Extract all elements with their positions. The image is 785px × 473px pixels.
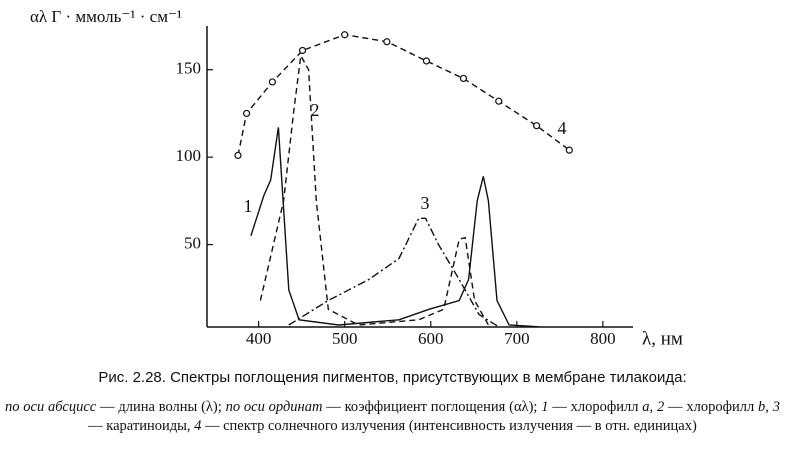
x-tick-label: 400 xyxy=(246,329,272,348)
caption-part: по оси ординат xyxy=(225,399,323,415)
caption-part: 3 xyxy=(772,399,780,415)
marker xyxy=(495,97,503,105)
caption-part: 1 xyxy=(541,399,549,415)
series-line xyxy=(259,53,490,326)
y-tick-label: 150 xyxy=(176,59,202,78)
marker xyxy=(383,38,391,46)
caption-part: — хлорофилл xyxy=(664,399,759,415)
series-label: 1 xyxy=(244,196,253,216)
caption-part: по оси абсцисс xyxy=(5,399,97,415)
marker xyxy=(268,78,277,86)
x-tick-label: 700 xyxy=(504,329,530,348)
y-tick-label: 100 xyxy=(176,146,202,165)
caption-part: , xyxy=(765,399,773,415)
caption-title: Рис. 2.28. Спектры поглощения пигментов,… xyxy=(98,369,687,386)
marker xyxy=(234,151,242,159)
caption-part: — хлорофилл xyxy=(548,399,643,415)
marker xyxy=(341,31,349,39)
x-tick-label: 600 xyxy=(418,329,444,348)
x-tick-label: 800 xyxy=(590,329,616,348)
caption-part: a xyxy=(642,399,650,415)
caption-part: — длина волны (λ); xyxy=(96,399,226,415)
caption-part: b xyxy=(758,399,766,415)
series-line xyxy=(250,127,540,328)
caption-part: 4 xyxy=(194,418,202,434)
caption-part: 2 xyxy=(656,399,665,415)
series-label: 2 xyxy=(311,100,320,120)
x-axis-label: λ, нм xyxy=(642,328,683,349)
y-tick-label: 50 xyxy=(184,233,201,252)
x-tick-label: 500 xyxy=(332,329,358,348)
caption-part: — коэффициент поглощения (αλ); xyxy=(322,399,542,415)
series-line xyxy=(288,217,500,328)
marker xyxy=(565,146,573,154)
y-axis-label: αλ Г · ммоль⁻¹ · см⁻¹ xyxy=(30,7,182,26)
caption-text: по оси абсцисс — длина волны (λ); по оси… xyxy=(5,398,780,436)
marker xyxy=(298,46,307,55)
caption-part: , xyxy=(649,399,657,415)
marker xyxy=(533,122,541,130)
caption-part: — каратиноиды, xyxy=(88,418,195,434)
series-line xyxy=(237,33,570,156)
chart: αλ Г · ммоль⁻¹ · см⁻¹ λ, нм 50 100 150 400 5… xyxy=(30,7,683,349)
series-label: 4 xyxy=(558,118,567,138)
caption-part: — спектр солнечного излучения (интенсивн… xyxy=(201,418,697,434)
marker xyxy=(422,57,431,65)
marker xyxy=(459,74,468,83)
marker xyxy=(242,109,251,118)
series-label: 3 xyxy=(421,193,430,213)
